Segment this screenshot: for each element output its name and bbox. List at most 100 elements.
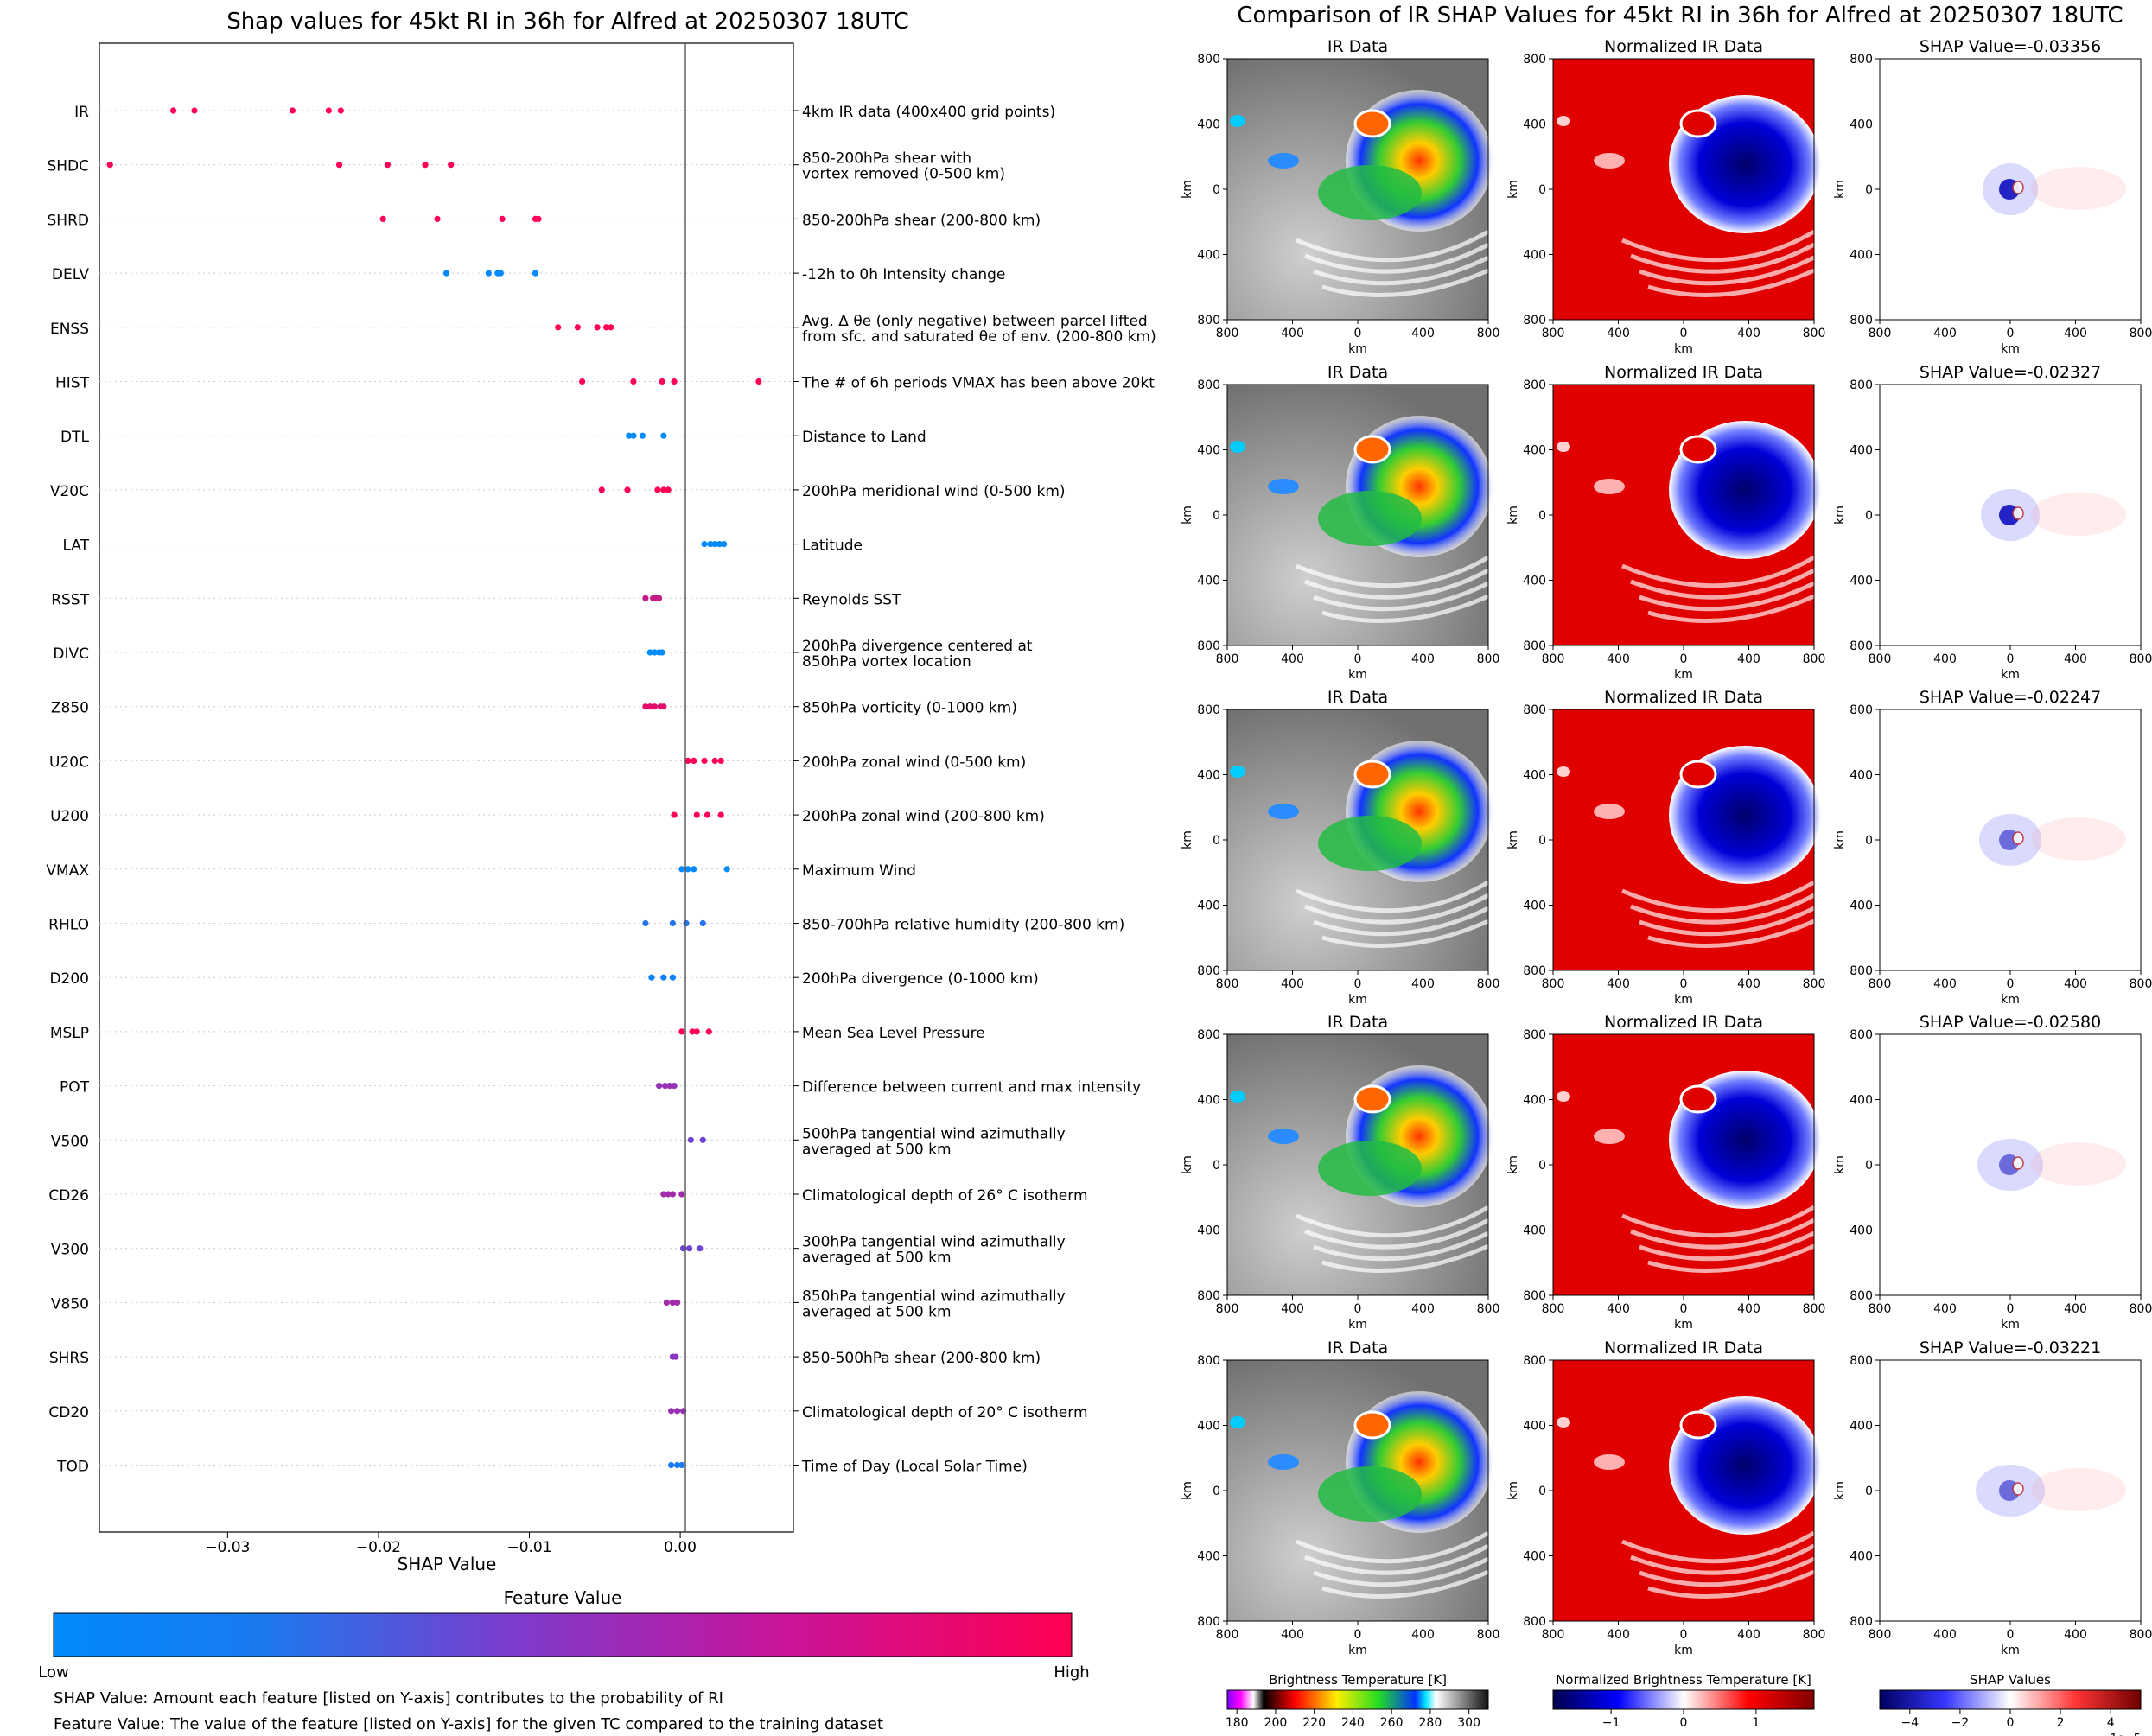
feature-name-label: DELV [52,266,89,283]
x-tick-label: 400 [1737,327,1760,340]
colorbar-tick-label: 200 [1264,1716,1288,1730]
y-tick-label: 800 [1523,1354,1546,1368]
x-tick-label: 0 [2007,1302,2015,1316]
y-tick-label: 800 [1850,53,1873,67]
shap-point [665,486,672,493]
x-tick-label: 800 [1542,1628,1565,1642]
feature-description: 850hPa tangential wind azimuthally [802,1288,1066,1305]
shap-point [671,378,678,385]
x-tick-label: 800 [2130,1628,2152,1642]
y-tick-label: 400 [1523,1550,1546,1564]
shap-point [660,432,667,439]
shap-point [662,1083,669,1090]
shap-point [704,811,711,818]
feature-name-label: RHLO [48,917,89,934]
y-tick-label: 0 [1865,1159,1873,1173]
rain-band [1304,1218,1490,1250]
y-tick-label: 800 [1197,1028,1220,1042]
shap-point [646,703,653,710]
y-tick-label: 400 [1850,118,1873,132]
shap-eye-positive [2012,1156,2024,1170]
cloud-patch [1594,479,1625,494]
rain-band [1647,268,1816,297]
x-tick-label: 400 [1933,652,1957,666]
feature-description: 500hPa tangential wind azimuthally [802,1125,1066,1142]
y-tick-label: 0 [1213,834,1220,848]
x-tick-label: 400 [2064,977,2087,991]
shap-point [684,866,691,873]
feature-name-label: POT [60,1079,90,1097]
shap-point [673,1408,681,1415]
shap-point [705,1028,712,1035]
y-tick-label: 400 [1523,444,1546,458]
y-tick-label: 400 [1197,575,1220,588]
shap-point [191,107,198,114]
y-tick-label: 400 [1523,1420,1546,1434]
x-tick-label: 800 [1477,327,1500,340]
feature-name-label: SHRD [48,212,89,229]
shap-point [654,486,661,493]
x-tick-label: 0 [1680,1302,1688,1316]
rain-band [1296,1530,1490,1564]
shap-point [648,974,655,981]
shap-positive-area [2031,493,2126,536]
feature-name-label: LAT [62,537,89,555]
y-tick-label: 800 [1197,314,1220,327]
shap-point [325,107,332,114]
shap-point [723,866,730,873]
x-tick-label: 400 [1933,977,1957,991]
y-tick-label: 800 [1850,1289,1873,1303]
shap-point [701,541,708,548]
x-tick-label: 0 [2007,652,2015,666]
shap-positive-area [2031,817,2126,861]
x-tick-label: 0 [2007,1628,2015,1642]
feature-description: Climatological depth of 26° C isotherm [802,1187,1088,1205]
shap-point [665,1191,672,1198]
x-tick-label: 400 [1933,1302,1957,1316]
y-axis-label: km [1833,506,1847,525]
panel-title: Normalized IR Data [1604,1339,1763,1358]
cloud-patch [1594,153,1625,169]
shap-point [717,811,724,818]
y-tick-label: 800 [1523,1615,1546,1629]
cloud-patch [1557,766,1570,777]
y-tick-label: 400 [1850,249,1873,263]
colorbar-tick-label: 4 [2107,1716,2115,1730]
y-tick-label: 0 [1865,183,1873,197]
shap-x-axis-label: SHAP Value [398,1554,497,1574]
shap-point [630,432,637,439]
y-tick-label: 0 [1538,1159,1546,1173]
x-tick-label: 400 [1933,327,1957,340]
x-tick-label: 800 [1803,1302,1826,1316]
storm-eye-region [1353,760,1391,789]
y-tick-label: 400 [1523,249,1546,263]
feature-name-label: V850 [51,1295,89,1313]
rain-band [1304,568,1490,600]
feature-description: Climatological depth of 20° C isotherm [802,1404,1088,1421]
colorbar-tick-label: 240 [1341,1716,1365,1730]
cloud-patch [1557,1417,1570,1428]
y-tick-label: 800 [1523,639,1546,653]
feature-colorbar-title: Feature Value [504,1587,622,1608]
x-axis-label: km [2001,342,2020,356]
y-tick-label: 400 [1850,1550,1873,1564]
panel-title: SHAP Value=-0.03356 [1920,37,2101,56]
colorbar-tick-label: 0 [1680,1716,1688,1730]
y-tick-label: 800 [1850,314,1873,327]
shap-point [598,486,605,493]
shap-eye-positive [2012,506,2024,520]
feature-name-label: U20C [49,754,89,771]
x-axis-label: km [1348,342,1367,356]
feature-name-label: V500 [51,1133,89,1150]
feature-name-label: Z850 [51,700,89,717]
y-tick-label: 800 [1850,1028,1873,1042]
y-tick-label: 800 [1523,1289,1546,1303]
shap-point [659,649,665,656]
colorbar-tick-label: 300 [1457,1716,1480,1730]
shap-point [721,541,728,548]
normalized-ir-panel: 80080040040000400400800800kmkmNormalized… [1506,363,1825,682]
shap-point [701,757,708,765]
colorbar-low-label: Low [38,1663,68,1682]
panel-title: Normalized IR Data [1604,688,1763,707]
